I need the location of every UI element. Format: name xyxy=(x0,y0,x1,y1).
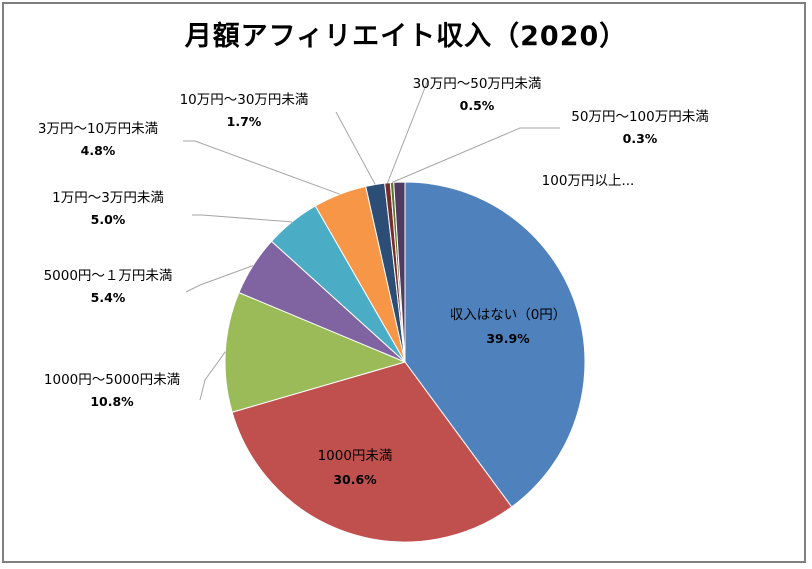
leader-line-5 xyxy=(183,140,340,195)
leader-lines xyxy=(183,79,560,401)
slice-label-4: 1万円～3万円未満 xyxy=(52,190,164,206)
slice-percent-6: 1.7% xyxy=(227,114,262,129)
slice-label-6: 10万円～30万円未満 xyxy=(180,92,309,108)
slice-percent-0: 39.9% xyxy=(486,331,530,346)
slice-percent-7: 0.5% xyxy=(460,98,495,113)
pie-slice-9 xyxy=(393,181,406,363)
leader-line-4 xyxy=(192,214,293,223)
leader-line-2 xyxy=(199,351,226,401)
slice-label-1: 1000円未満 xyxy=(318,448,393,464)
pie-slice-1 xyxy=(231,361,513,543)
pie-slice-0 xyxy=(404,181,586,508)
leader-line-7 xyxy=(387,79,429,184)
slice-label-7: 30万円～50万円未満 xyxy=(413,76,542,92)
chart-title: 月額アフィリエイト収入（2020） xyxy=(184,21,628,52)
slice-label-8: 50万円～100万円未満 xyxy=(571,109,708,125)
leader-line-6 xyxy=(335,111,376,185)
slice-label-9: 100万円以上... xyxy=(542,173,635,189)
pie-slice-2 xyxy=(224,291,407,413)
slice-percent-3: 5.4% xyxy=(91,290,126,305)
leader-line-8 xyxy=(391,127,560,183)
slice-percent-4: 5.0% xyxy=(91,212,126,227)
leader-line-3 xyxy=(185,265,254,293)
slice-percent-8: 0.3% xyxy=(623,131,658,146)
pie-slices xyxy=(224,181,586,543)
slice-label-2: 1000円～5000円未満 xyxy=(44,372,180,388)
slice-percent-1: 30.6% xyxy=(333,472,377,487)
slice-label-5: 3万円～10万円未満 xyxy=(38,121,158,137)
slice-percent-5: 4.8% xyxy=(81,143,116,158)
slice-label-0: 収入はない（0円） xyxy=(450,307,567,323)
slice-percent-2: 10.8% xyxy=(90,394,134,409)
slice-label-3: 5000円～１万円未満 xyxy=(44,268,173,284)
